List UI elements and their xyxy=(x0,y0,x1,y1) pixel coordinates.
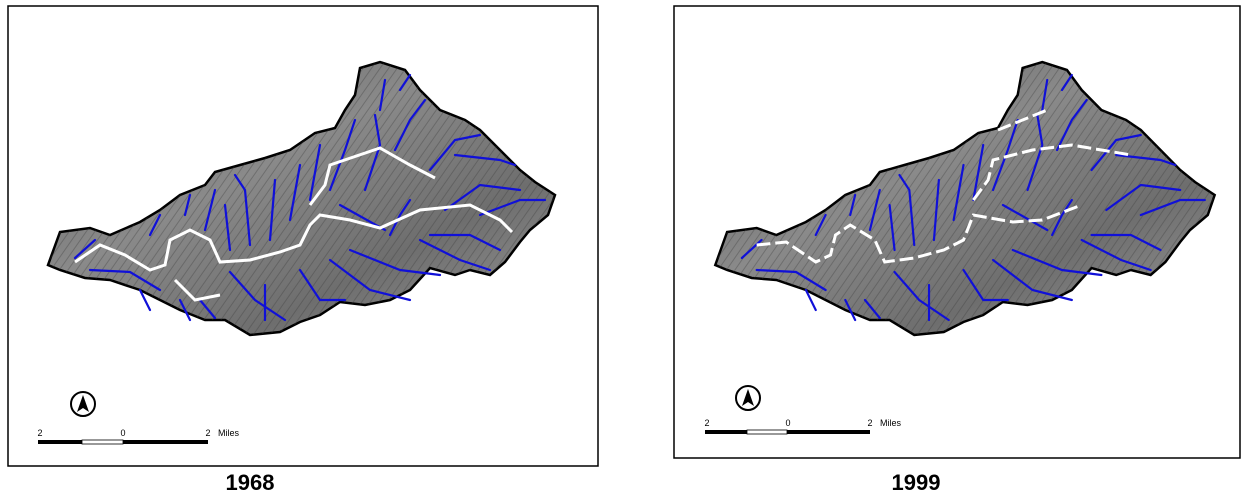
north-arrow xyxy=(736,386,760,410)
panel-title: 1968 xyxy=(226,470,275,495)
scale-label: 2 xyxy=(37,428,42,438)
scale-label: Miles xyxy=(218,428,240,438)
scale-label: 2 xyxy=(704,418,709,428)
scale-label: 0 xyxy=(120,428,125,438)
scale-label: Miles xyxy=(880,418,902,428)
scale-label: 0 xyxy=(785,418,790,428)
scale-bar xyxy=(705,430,870,434)
scale-label: 2 xyxy=(867,418,872,428)
north-arrow xyxy=(71,392,95,416)
panel-title: 1999 xyxy=(892,470,941,495)
figure: 2 0 2 Miles 1968 2 0 2 Miles 1999 xyxy=(0,0,1248,497)
scale-bar xyxy=(38,440,208,444)
scale-label: 2 xyxy=(205,428,210,438)
